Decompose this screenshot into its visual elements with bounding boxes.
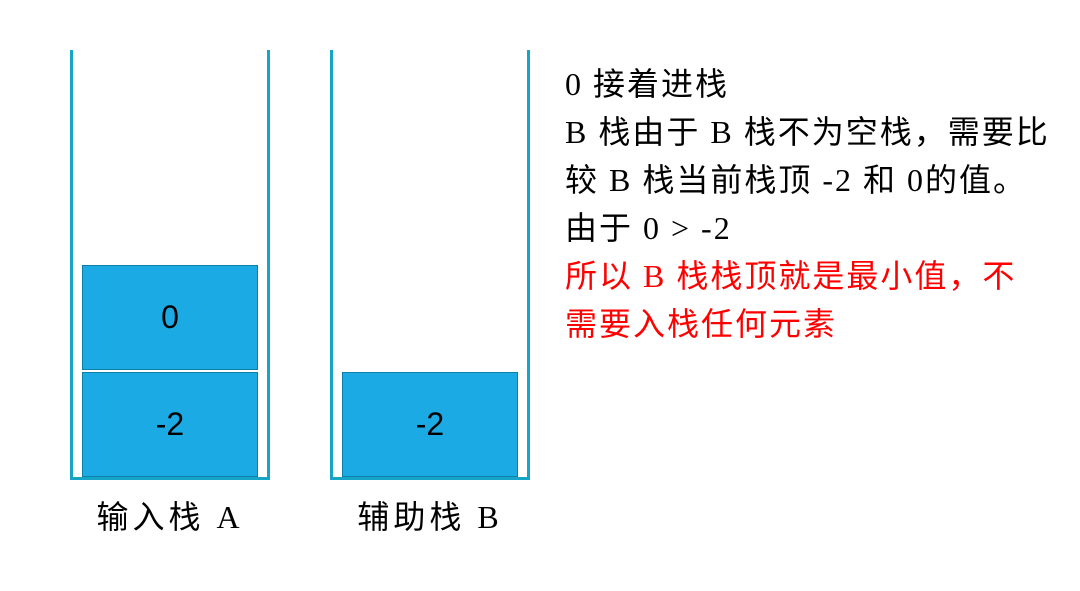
stack-a-right-border — [267, 50, 270, 480]
explanation-line-3: 所以 B 栈栈顶就是最小值，不需要入栈任何元素 — [565, 252, 1050, 348]
stack-a-wrapper: -2 0 输入栈 A — [70, 50, 270, 551]
explanation-line-1: 0 接着进栈 — [565, 60, 1050, 108]
stack-a-item-1: 0 — [82, 265, 258, 370]
stack-a-left-border — [70, 50, 73, 480]
stack-b-bottom-border — [330, 477, 530, 480]
stack-b-left-border — [330, 50, 333, 480]
stack-b-container: -2 — [330, 50, 530, 480]
stack-a-container: -2 0 — [70, 50, 270, 480]
diagram-container: -2 0 输入栈 A -2 辅助栈 B 0 接着进栈 B 栈由于 B 栈不为空栈… — [0, 0, 1080, 591]
explanation-text: 0 接着进栈 B 栈由于 B 栈不为空栈，需要比较 B 栈当前栈顶 -2 和 0… — [530, 50, 1050, 551]
stack-a-bottom-border — [70, 477, 270, 480]
stack-a-item-0: -2 — [82, 372, 258, 477]
stack-b-items: -2 — [342, 370, 518, 477]
stack-b-label: 辅助栈 B — [357, 492, 502, 538]
stack-a-items: -2 0 — [82, 263, 258, 477]
explanation-line-2: B 栈由于 B 栈不为空栈，需要比较 B 栈当前栈顶 -2 和 0的值。由于 0… — [565, 108, 1050, 252]
stack-a-label: 输入栈 A — [96, 492, 243, 538]
stacks-area: -2 0 输入栈 A -2 辅助栈 B — [70, 50, 530, 551]
stack-b-wrapper: -2 辅助栈 B — [330, 50, 530, 551]
stack-b-item-0: -2 — [342, 372, 518, 477]
stack-b-right-border — [527, 50, 530, 480]
